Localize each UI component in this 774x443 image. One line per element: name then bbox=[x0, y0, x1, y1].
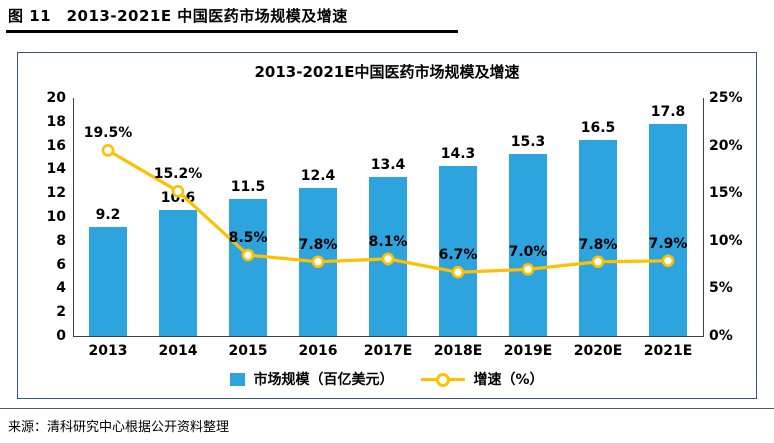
bar-value-label: 13.4 bbox=[370, 156, 406, 173]
x-axis-label-2013: 2013 bbox=[88, 343, 128, 359]
right-axis-line bbox=[703, 98, 704, 337]
x-axis-label-2017E: 2017E bbox=[363, 343, 413, 359]
line-swatch-icon bbox=[421, 372, 466, 387]
growth-value-label: 8.1% bbox=[368, 233, 408, 250]
x-axis-label-2016: 2016 bbox=[298, 343, 338, 359]
bar-value-label: 14.3 bbox=[440, 145, 476, 162]
left-axis-tick: 6 bbox=[56, 256, 66, 273]
source-note: 来源：清科研究中心根据公开资料整理 bbox=[8, 420, 230, 435]
chart-box: 2013-2021E中国医药市场规模及增速 20 18 16 14 12 10 8 6 4 2 0 … bbox=[17, 52, 757, 399]
left-axis-tick: 20 bbox=[46, 90, 66, 106]
chart-title: 2013-2021E中国医药市场规模及增速 bbox=[254, 63, 520, 81]
bar-value-label: 17.8 bbox=[650, 104, 686, 121]
source-divider bbox=[0, 408, 774, 409]
right-axis-tick: 15% bbox=[709, 185, 743, 202]
figure-caption: 图 11 2013-2021E 中国医药市场规模及增速 bbox=[8, 7, 348, 25]
growth-value-label: 7.8% bbox=[578, 236, 618, 253]
legend-item-line: 增速（%） bbox=[421, 369, 544, 389]
bar-value-label: 9.2 bbox=[95, 206, 121, 223]
x-axis-label-2020E: 2020E bbox=[573, 343, 623, 359]
x-axis-label-2019E: 2019E bbox=[503, 343, 553, 359]
bar-2014 bbox=[159, 209, 197, 336]
left-axis-tick: 18 bbox=[46, 113, 66, 130]
left-axis-line bbox=[73, 98, 74, 337]
growth-value-label: 7.9% bbox=[648, 235, 688, 252]
legend: 市场规模（百亿美元） 增速（%） bbox=[18, 369, 756, 389]
bar-value-label: 12.4 bbox=[300, 168, 336, 185]
x-axis-label-2021E: 2021E bbox=[643, 343, 693, 359]
growth-value-label: 7.8% bbox=[298, 236, 338, 253]
right-axis-tick: 0% bbox=[709, 328, 733, 344]
bottom-axis-line bbox=[73, 336, 704, 337]
growth-value-label: 7.0% bbox=[508, 244, 548, 261]
bar-value-label: 16.5 bbox=[580, 119, 616, 136]
left-axis-tick: 2 bbox=[56, 304, 66, 321]
left-axis-tick: 16 bbox=[46, 137, 66, 154]
x-axis-label-2015: 2015 bbox=[228, 343, 268, 359]
growth-value-label: 6.7% bbox=[438, 247, 478, 264]
growth-value-label: 19.5% bbox=[83, 125, 133, 142]
bar-2015 bbox=[229, 199, 267, 336]
line-marker bbox=[101, 144, 115, 157]
growth-value-label: 15.2% bbox=[153, 166, 203, 183]
left-axis-tick: 14 bbox=[46, 161, 66, 178]
line-swatch-marker bbox=[436, 373, 451, 387]
bar-swatch-icon bbox=[230, 372, 246, 386]
bar-2013 bbox=[89, 226, 127, 336]
legend-label: 市场规模（百亿美元） bbox=[253, 372, 394, 388]
bar-value-label: 11.5 bbox=[230, 179, 266, 196]
left-axis-tick: 4 bbox=[56, 280, 66, 297]
bar-value-label: 10.6 bbox=[160, 189, 196, 206]
bar-2016 bbox=[299, 188, 337, 336]
right-axis-tick: 10% bbox=[709, 232, 743, 249]
legend-label: 增速（%） bbox=[473, 372, 544, 388]
x-axis-label-2018E: 2018E bbox=[433, 343, 483, 359]
right-axis-tick: 20% bbox=[709, 137, 743, 154]
legend-item-bar: 市场规模（百亿美元） bbox=[230, 369, 393, 389]
right-axis-tick: 5% bbox=[709, 280, 733, 297]
bar-value-label: 15.3 bbox=[510, 133, 546, 150]
bar-2017E bbox=[369, 176, 407, 336]
caption-underline bbox=[6, 30, 458, 33]
left-axis-tick: 8 bbox=[56, 232, 66, 249]
left-axis-tick: 12 bbox=[46, 185, 66, 202]
x-axis-label-2014: 2014 bbox=[158, 343, 198, 359]
left-axis-tick: 10 bbox=[46, 209, 66, 225]
bar-2021E bbox=[649, 124, 687, 336]
growth-value-label: 8.5% bbox=[228, 230, 268, 247]
left-axis-tick: 0 bbox=[56, 328, 66, 344]
right-axis-tick: 25% bbox=[709, 90, 743, 106]
